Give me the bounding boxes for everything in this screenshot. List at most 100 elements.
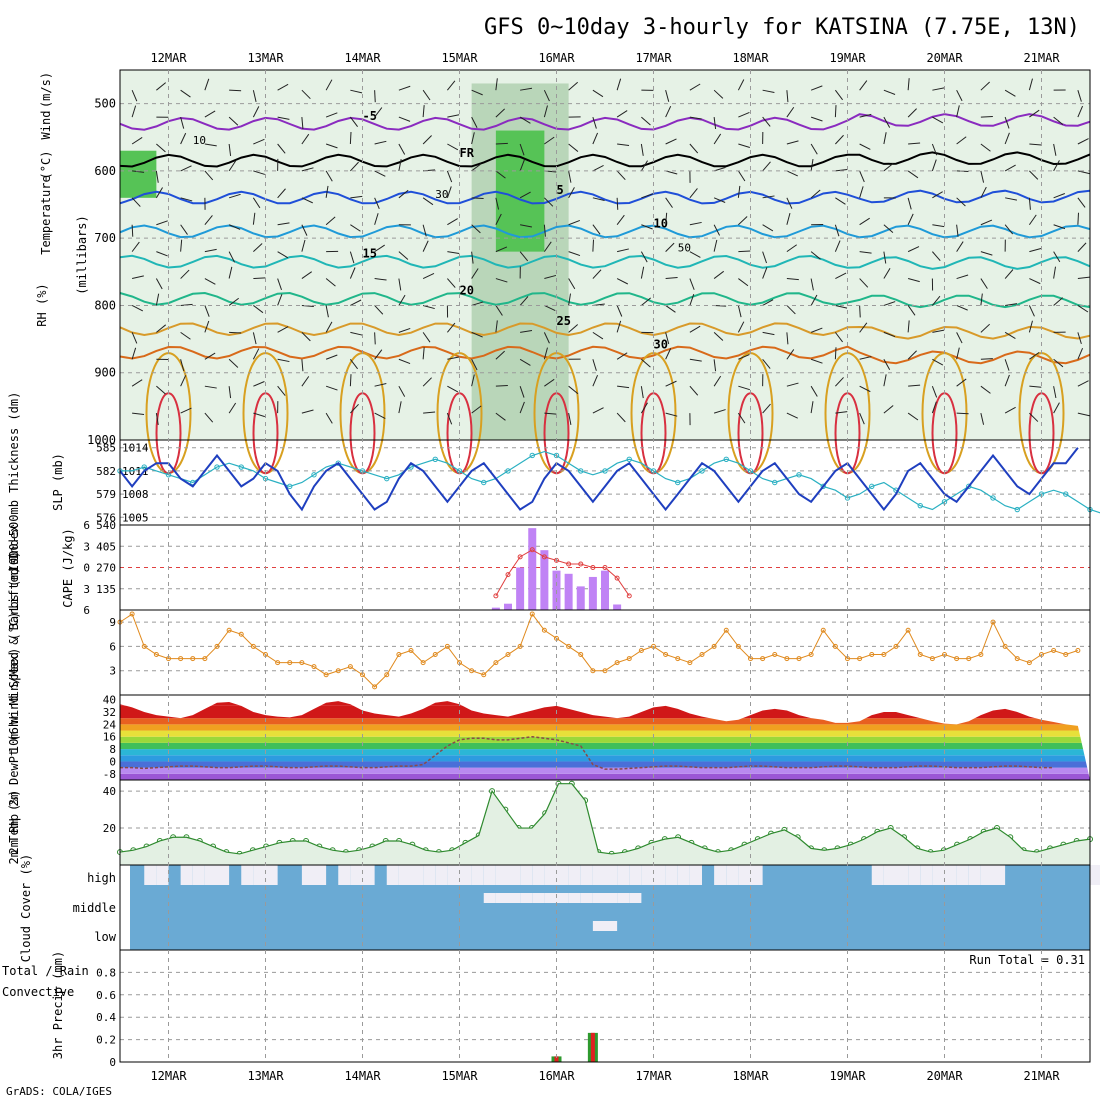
cape-tick-label: 540 (96, 519, 116, 532)
rh-contour-label: 50 (678, 242, 691, 255)
day-label-top: 15MAR (441, 51, 478, 65)
cloud-gap (569, 865, 581, 885)
cloud-gap (532, 893, 544, 903)
wind-barb (981, 116, 993, 117)
cloud-gap (581, 893, 593, 903)
cape-tick-label: 405 (96, 540, 116, 553)
ylabel-temperature-unit: (°C) (39, 151, 53, 180)
y-tick-label: 600 (94, 164, 116, 178)
day-label-top: 12MAR (150, 51, 187, 65)
right-tick-label: 1014 (122, 442, 149, 455)
cloud-gap (544, 865, 556, 885)
wind-barb (738, 251, 750, 252)
wind-barb (350, 132, 351, 144)
ylabel-wind: Wind (39, 111, 53, 140)
rh-contour-label: 30 (435, 188, 448, 201)
right-tick-label: 1008 (122, 488, 149, 501)
cloud-gap (1090, 865, 1100, 885)
y-tick-label: 40 (103, 694, 116, 707)
day-label-bottom: 13MAR (247, 1069, 284, 1083)
cloud-gap (460, 865, 472, 885)
y-tick-label: 700 (94, 231, 116, 245)
ylabel-slp: SLP (mb) (51, 453, 65, 511)
cloud-level-label: low (94, 930, 116, 944)
day-label-bottom: 15MAR (441, 1069, 478, 1083)
day-label-bottom: 12MAR (150, 1069, 187, 1083)
li-tick-label: 6 (83, 519, 90, 532)
ylabel-precip: 3hr Precip (mm) (51, 951, 65, 1059)
cloud-gap (520, 865, 532, 885)
cloud-gap (253, 865, 265, 885)
wind-barb (981, 359, 993, 360)
cloud-gap (751, 865, 763, 885)
y-tick-label: 3 (109, 665, 116, 678)
day-label-bottom: 14MAR (344, 1069, 381, 1083)
cloud-gap (520, 893, 532, 903)
li-tick-label: 6 (83, 604, 90, 617)
cloud-gap (544, 893, 556, 903)
day-label-top: 17MAR (635, 51, 672, 65)
ylabel-rh2m: 2m RH (%) (7, 789, 21, 854)
cape-bar (589, 577, 597, 610)
cloud-gap (666, 865, 678, 885)
day-label-bottom: 19MAR (829, 1069, 866, 1083)
ylabel-cloud: Cloud Cover (%) (19, 854, 33, 962)
y-tick-label: -8 (103, 768, 116, 781)
cloud-gap (181, 865, 193, 885)
cloud-gap (266, 865, 278, 885)
cloud-gap (641, 865, 653, 885)
day-label-bottom: 21MAR (1023, 1069, 1060, 1083)
cloud-gap (532, 865, 544, 885)
day-label-top: 14MAR (344, 51, 381, 65)
y-tick-label: 40 (103, 785, 116, 798)
y-tick-label: 0.4 (96, 1011, 116, 1024)
cloud-gap (484, 865, 496, 885)
left-tick-label: 579 (96, 488, 116, 501)
wind-barb (375, 332, 376, 344)
temperature-contour-label: FR (460, 146, 475, 160)
y-tick-label: 32 (103, 706, 116, 719)
cloud-gap (908, 865, 920, 885)
cloud-gap (399, 865, 411, 885)
cape-bar (504, 604, 512, 610)
cape-tick-label: 135 (96, 583, 116, 596)
cloud-gap (302, 865, 314, 885)
cloud-gap (629, 865, 641, 885)
y-tick-label: 0.6 (96, 989, 116, 1002)
rh-contour-label: 10 (193, 134, 206, 147)
wind-barb (593, 240, 594, 252)
wind-barb (957, 413, 969, 414)
cloud-gap (932, 865, 944, 885)
wind-barb (350, 374, 351, 386)
cloud-gap (484, 893, 496, 903)
cloud-gap (605, 893, 617, 903)
wind-barb (253, 278, 265, 279)
cloud-gap (714, 865, 726, 885)
wind-barb (496, 143, 508, 144)
temperature-contour-label: 20 (460, 284, 474, 298)
wind-barb (375, 90, 376, 102)
day-label-bottom: 16MAR (538, 1069, 575, 1083)
cloud-gap (629, 893, 641, 903)
cloud-gap (205, 865, 217, 885)
cloud-gap (423, 865, 435, 885)
cloud-gap (593, 893, 605, 903)
cloud-gap (569, 893, 581, 903)
cloud-gap (738, 865, 750, 885)
cape-bar (601, 571, 609, 610)
credit-text: GrADS: COLA/IGES (6, 1085, 112, 1098)
cloud-gap (411, 865, 423, 885)
y-tick-label: 500 (94, 97, 116, 111)
day-label-top: 20MAR (926, 51, 963, 65)
rh2m-line (120, 784, 1090, 854)
cloud-gap (156, 865, 168, 885)
cloud-gap (557, 865, 569, 885)
cloud-gap (678, 865, 690, 885)
cloud-gap (945, 865, 957, 885)
li-tick-label: 0 (83, 562, 90, 575)
day-label-top: 21MAR (1023, 51, 1060, 65)
cloud-level-label: middle (73, 901, 116, 915)
cloud-gap (957, 865, 969, 885)
wind-barb (472, 198, 484, 199)
left-tick-label: 582 (96, 465, 116, 478)
